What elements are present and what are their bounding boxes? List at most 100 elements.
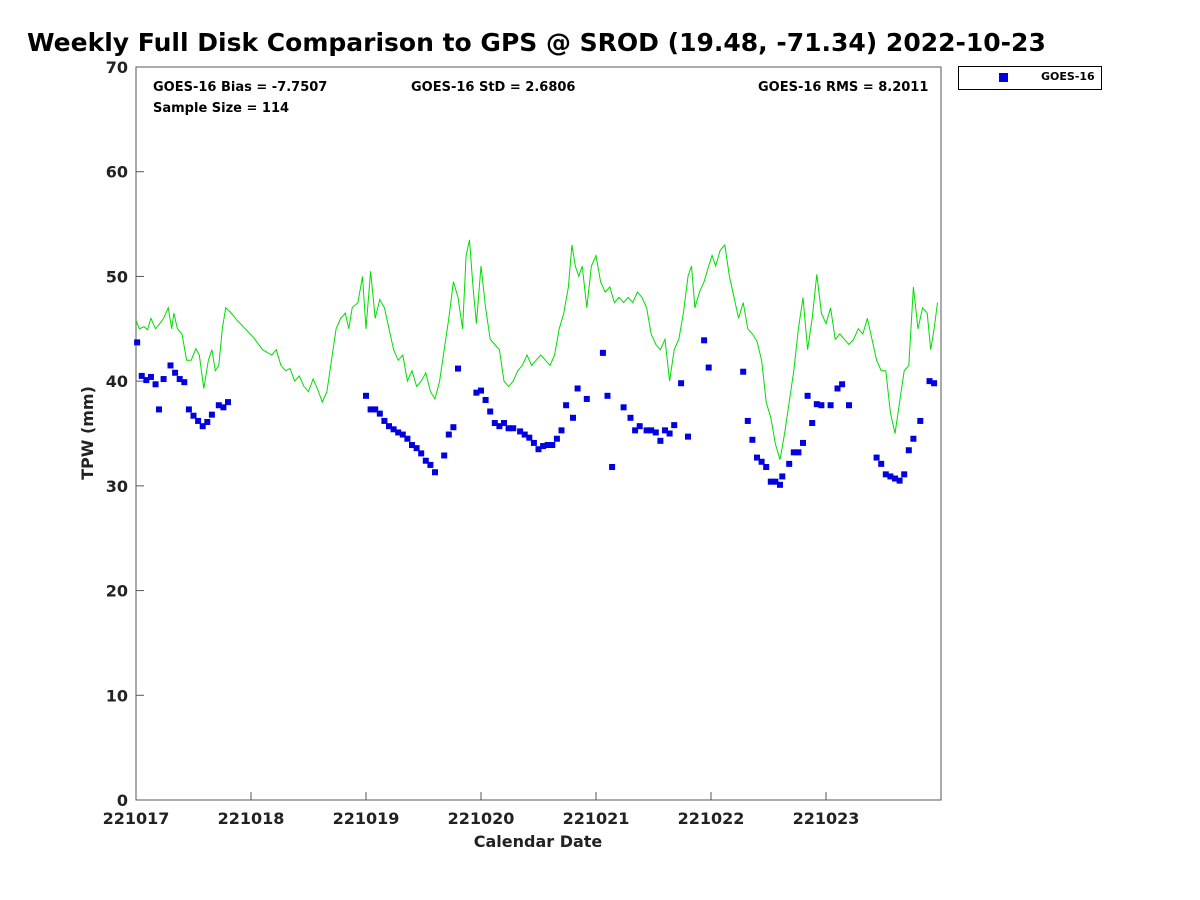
goes-data-point xyxy=(199,423,206,430)
goes-data-point xyxy=(758,458,765,465)
x-tick-label: 221023 xyxy=(793,809,860,828)
y-tick-label: 30 xyxy=(106,477,128,496)
goes-data-point xyxy=(599,349,606,356)
goes-data-point xyxy=(204,418,211,425)
goes-data-point xyxy=(779,473,786,480)
goes-data-point xyxy=(917,417,924,424)
goes-data-point xyxy=(376,410,383,417)
goes-data-point xyxy=(505,425,512,432)
legend: GOES-16 xyxy=(958,66,1102,90)
y-tick-label: 0 xyxy=(117,791,128,810)
goes-data-point xyxy=(839,381,846,388)
sample-size-stat: Sample Size = 114 xyxy=(153,101,290,116)
goes-data-point xyxy=(160,376,167,383)
goes-data-point xyxy=(767,478,774,485)
axis-ticks xyxy=(135,66,827,801)
goes-data-point xyxy=(583,395,590,402)
goes-data-point xyxy=(754,454,760,461)
y-tick-label: 40 xyxy=(106,372,128,391)
goes-data-point xyxy=(666,430,673,437)
goes-data-point xyxy=(834,385,841,392)
goes-data-point xyxy=(570,414,576,421)
goes-data-point xyxy=(521,431,528,438)
goes-data-point xyxy=(395,429,402,436)
goes-data-point xyxy=(701,337,708,344)
goes-data-point xyxy=(409,442,415,449)
x-tick-label: 221021 xyxy=(563,809,630,828)
goes-data-point xyxy=(208,411,215,418)
goes-data-point xyxy=(887,473,894,480)
plot-frame xyxy=(135,66,942,801)
goes-data-point xyxy=(147,373,154,380)
goes-data-point xyxy=(487,408,494,415)
goes-data-point xyxy=(740,368,747,375)
goes-data-point xyxy=(134,339,141,346)
legend-marker xyxy=(999,73,1008,82)
goes-data-point xyxy=(901,471,908,478)
gps-series-line xyxy=(135,239,938,460)
goes-data-point xyxy=(404,435,411,442)
goes-data-point xyxy=(873,454,880,461)
goes-data-point xyxy=(381,417,388,424)
goes-data-point xyxy=(604,392,611,399)
goes-data-point xyxy=(526,434,533,441)
goes-data-point xyxy=(563,402,570,409)
goes-data-point xyxy=(705,364,712,371)
goes-data-point xyxy=(549,442,556,449)
y-tick-label: 70 xyxy=(106,58,128,77)
goes-data-point xyxy=(882,471,889,478)
x-tick-label: 221017 xyxy=(103,809,170,828)
goes-data-point xyxy=(910,435,917,442)
goes-data-point xyxy=(422,457,429,464)
goes-data-point xyxy=(367,406,374,413)
goes-data-point xyxy=(763,464,770,471)
goes-data-point xyxy=(427,461,434,468)
goes-data-point xyxy=(491,420,498,427)
goes-data-point xyxy=(662,427,668,434)
goes-data-point xyxy=(827,402,834,409)
goes-data-point xyxy=(627,414,634,421)
goes-data-point xyxy=(609,464,616,471)
goes-data-point xyxy=(501,420,507,427)
goes-data-point xyxy=(167,362,174,369)
goes-data-point xyxy=(386,423,392,430)
goes-data-point xyxy=(399,431,406,438)
y-tick-label: 10 xyxy=(106,686,128,705)
goes-data-point xyxy=(671,422,678,429)
goes-data-point xyxy=(744,417,751,424)
goes-data-point xyxy=(749,436,756,443)
goes-data-point xyxy=(215,402,222,409)
goes-data-point xyxy=(441,452,448,459)
goes-data-point xyxy=(620,404,627,411)
goes-data-point xyxy=(372,406,379,413)
x-tick-labels: 221017 221018 221019 221020 221021 221022 2210… xyxy=(103,809,860,828)
goes-data-point xyxy=(152,381,159,388)
x-tick-label: 221020 xyxy=(448,809,515,828)
goes-data-point xyxy=(138,372,145,379)
goes-data-point xyxy=(413,445,420,452)
chart-title: Weekly Full Disk Comparison to GPS @ SRO… xyxy=(27,28,1046,57)
goes-series-points xyxy=(134,337,938,488)
goes-data-point xyxy=(892,475,898,482)
goes-data-point xyxy=(926,378,933,385)
goes-data-point xyxy=(772,478,779,485)
goes-data-point xyxy=(190,412,197,419)
goes-data-point xyxy=(530,439,537,446)
goes-data-point xyxy=(455,365,461,372)
goes-data-point xyxy=(172,369,179,376)
x-tick-label: 221022 xyxy=(678,809,745,828)
goes-data-point xyxy=(657,437,664,444)
goes-data-point xyxy=(535,446,542,453)
y-tick-label: 60 xyxy=(106,163,128,182)
goes-data-point xyxy=(878,460,885,467)
goes-data-point xyxy=(777,481,783,488)
goes-data-point xyxy=(390,426,397,433)
goes-data-point xyxy=(786,460,793,467)
goes-data-point xyxy=(896,477,903,484)
goes-data-point xyxy=(225,399,231,406)
goes-data-point xyxy=(432,469,438,476)
goes-data-point xyxy=(510,425,517,432)
goes-data-point xyxy=(478,387,484,394)
legend-label: GOES-16 xyxy=(1041,70,1095,83)
goes-data-point xyxy=(678,380,685,387)
